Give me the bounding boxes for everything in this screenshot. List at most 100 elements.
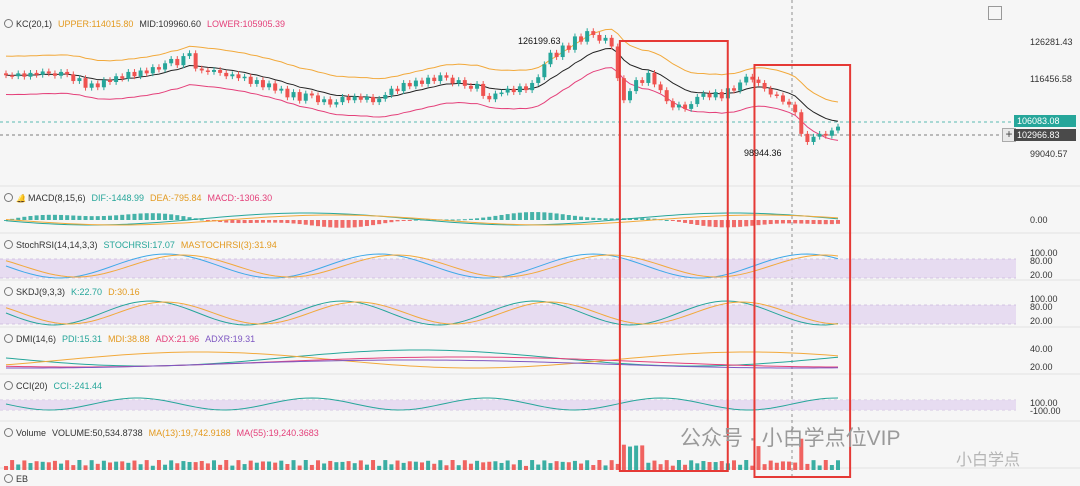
- volume-bar: [316, 460, 320, 470]
- volume-bar: [212, 460, 216, 470]
- kc-upper-line: [5, 28, 839, 103]
- candle-body: [811, 136, 816, 142]
- volume-bar: [328, 460, 333, 470]
- macd-bar: [169, 214, 174, 220]
- volume-bar: [309, 464, 314, 470]
- candle-body: [505, 88, 510, 93]
- macd-bar: [71, 215, 76, 220]
- candle-body: [432, 77, 437, 82]
- toggle-icon[interactable]: [4, 287, 13, 297]
- macd-bar: [615, 218, 620, 220]
- candle-body: [420, 80, 424, 84]
- volume-bar: [383, 460, 388, 470]
- candle-body: [364, 96, 369, 100]
- candle-body: [175, 58, 180, 66]
- candle-body: [34, 72, 39, 75]
- macd-bar: [646, 218, 651, 220]
- candle-body: [285, 88, 290, 98]
- macd-bar: [542, 212, 547, 220]
- macd-bar: [132, 213, 137, 220]
- dmi-pdi: PDI:15.31: [62, 334, 103, 344]
- candle-body: [572, 36, 577, 50]
- toggle-icon[interactable]: [4, 240, 13, 250]
- candle-body: [138, 70, 143, 77]
- volume-bar: [517, 460, 522, 470]
- stochrsi-d: MASTOCHRSI(3):31.94: [180, 240, 277, 250]
- candle-body: [59, 71, 64, 76]
- toggle-icon[interactable]: [4, 474, 13, 484]
- volume-bar: [426, 460, 431, 470]
- macd-bar: [756, 220, 761, 226]
- volume-bar: [40, 461, 45, 470]
- candle-body: [658, 84, 663, 91]
- macd-bar: [383, 220, 388, 224]
- stochrsi-k: STOCHRSI:17.07: [103, 240, 175, 250]
- volume-bar: [750, 465, 755, 470]
- candle-body: [566, 45, 571, 50]
- macd-bar: [664, 219, 669, 221]
- candle-body: [199, 68, 204, 71]
- volume-bar: [377, 465, 382, 470]
- volume-bar: [530, 460, 535, 470]
- volume-bar: [719, 461, 724, 470]
- volume-bar: [597, 460, 602, 470]
- macd-bar: [40, 214, 45, 220]
- macd-bar: [475, 218, 480, 220]
- candle-body: [585, 31, 590, 42]
- macd-bar: [322, 220, 327, 227]
- kc-mid: MID:109960.60: [139, 19, 201, 29]
- expand-icon[interactable]: [988, 6, 1002, 20]
- candle-body: [456, 80, 461, 84]
- volume-bar: [101, 460, 106, 470]
- volume-bar: [120, 461, 125, 470]
- candle-body: [450, 77, 455, 84]
- candle-body: [212, 70, 216, 72]
- kc-name: KC(20,1): [16, 19, 53, 29]
- toggle-icon[interactable]: [4, 428, 13, 438]
- price-tick: 116456.58: [1030, 74, 1072, 84]
- macd-bar: [138, 213, 143, 220]
- volume-bar: [621, 444, 626, 470]
- volume-bar: [762, 464, 767, 470]
- macd-bar: [487, 216, 492, 220]
- macd-bar: [316, 220, 320, 227]
- kc-upper: UPPER:114015.80: [58, 19, 134, 29]
- candle-body: [536, 77, 541, 83]
- candle-body: [664, 90, 669, 102]
- macd-bar: [267, 220, 272, 223]
- toggle-icon[interactable]: [4, 381, 13, 391]
- volume-bar: [150, 465, 155, 470]
- volume-bar: [505, 460, 510, 470]
- macd-bar: [358, 220, 363, 227]
- candle-body: [242, 76, 247, 79]
- macd-bar: [28, 215, 33, 220]
- volume-bar: [389, 464, 394, 470]
- macd-bar: [199, 219, 204, 221]
- volume-bar: [683, 464, 688, 470]
- macd-dif: DIF:-1448.99: [91, 193, 145, 203]
- volume-bar: [303, 460, 308, 470]
- candle-body: [481, 83, 486, 96]
- volume-bar: [285, 464, 290, 470]
- toggle-icon[interactable]: [4, 193, 13, 203]
- macd-dif-line: [5, 212, 839, 226]
- macd-bar: [181, 216, 186, 220]
- volume-bar: [138, 464, 143, 470]
- toggle-icon[interactable]: [4, 334, 13, 344]
- candle-body: [444, 75, 449, 78]
- low-annotation: 98944.36: [744, 148, 782, 158]
- macd-bar: [817, 220, 822, 225]
- candle-body: [101, 80, 106, 88]
- volume-bar: [10, 460, 15, 470]
- toggle-icon[interactable]: [4, 19, 13, 29]
- alert-icon[interactable]: 🔔: [16, 194, 26, 203]
- macd-bar: [683, 220, 688, 223]
- candle-body: [291, 92, 296, 98]
- candle-body: [407, 82, 412, 87]
- volume-bar: [401, 462, 406, 470]
- eb-legend: EB: [4, 472, 34, 486]
- dmi-mdi-line: [5, 351, 839, 369]
- candle-body: [10, 75, 15, 77]
- macd-bar: [273, 220, 278, 223]
- macd-bar: [444, 219, 449, 221]
